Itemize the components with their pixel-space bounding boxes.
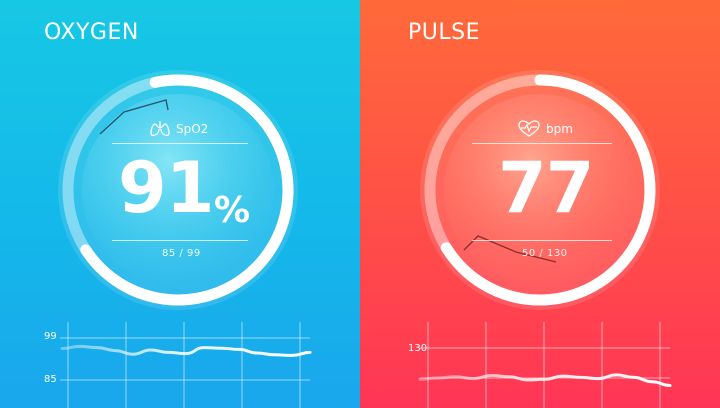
trend-line xyxy=(418,373,672,387)
oxygen-panel: OXYGEN SpO2 91 % 85 / 99 99 85 xyxy=(0,0,360,408)
gauge-progress-arc xyxy=(80,74,294,306)
y-tick-label-top: 130 xyxy=(408,343,428,354)
pulse-trend-chart xyxy=(418,322,672,408)
chart-grid xyxy=(60,322,310,408)
oxygen-trend-chart xyxy=(60,322,312,408)
gauge-inner-disc xyxy=(444,94,636,286)
gauge-pointer-line xyxy=(99,99,169,135)
y-tick-label-bottom: 85 xyxy=(44,374,57,385)
oxygen-gauge xyxy=(80,74,294,306)
chart-grid xyxy=(420,322,670,408)
pulse-gauge xyxy=(420,70,660,310)
gauge-inner-disc xyxy=(82,94,274,286)
gauge-pointer-line xyxy=(463,235,557,263)
trend-line xyxy=(60,344,312,357)
gauge-progress-arc xyxy=(440,74,656,306)
pulse-panel: PULSE bpm 77 50 / 130 130 xyxy=(360,0,720,408)
y-tick-label-top: 99 xyxy=(44,331,57,342)
